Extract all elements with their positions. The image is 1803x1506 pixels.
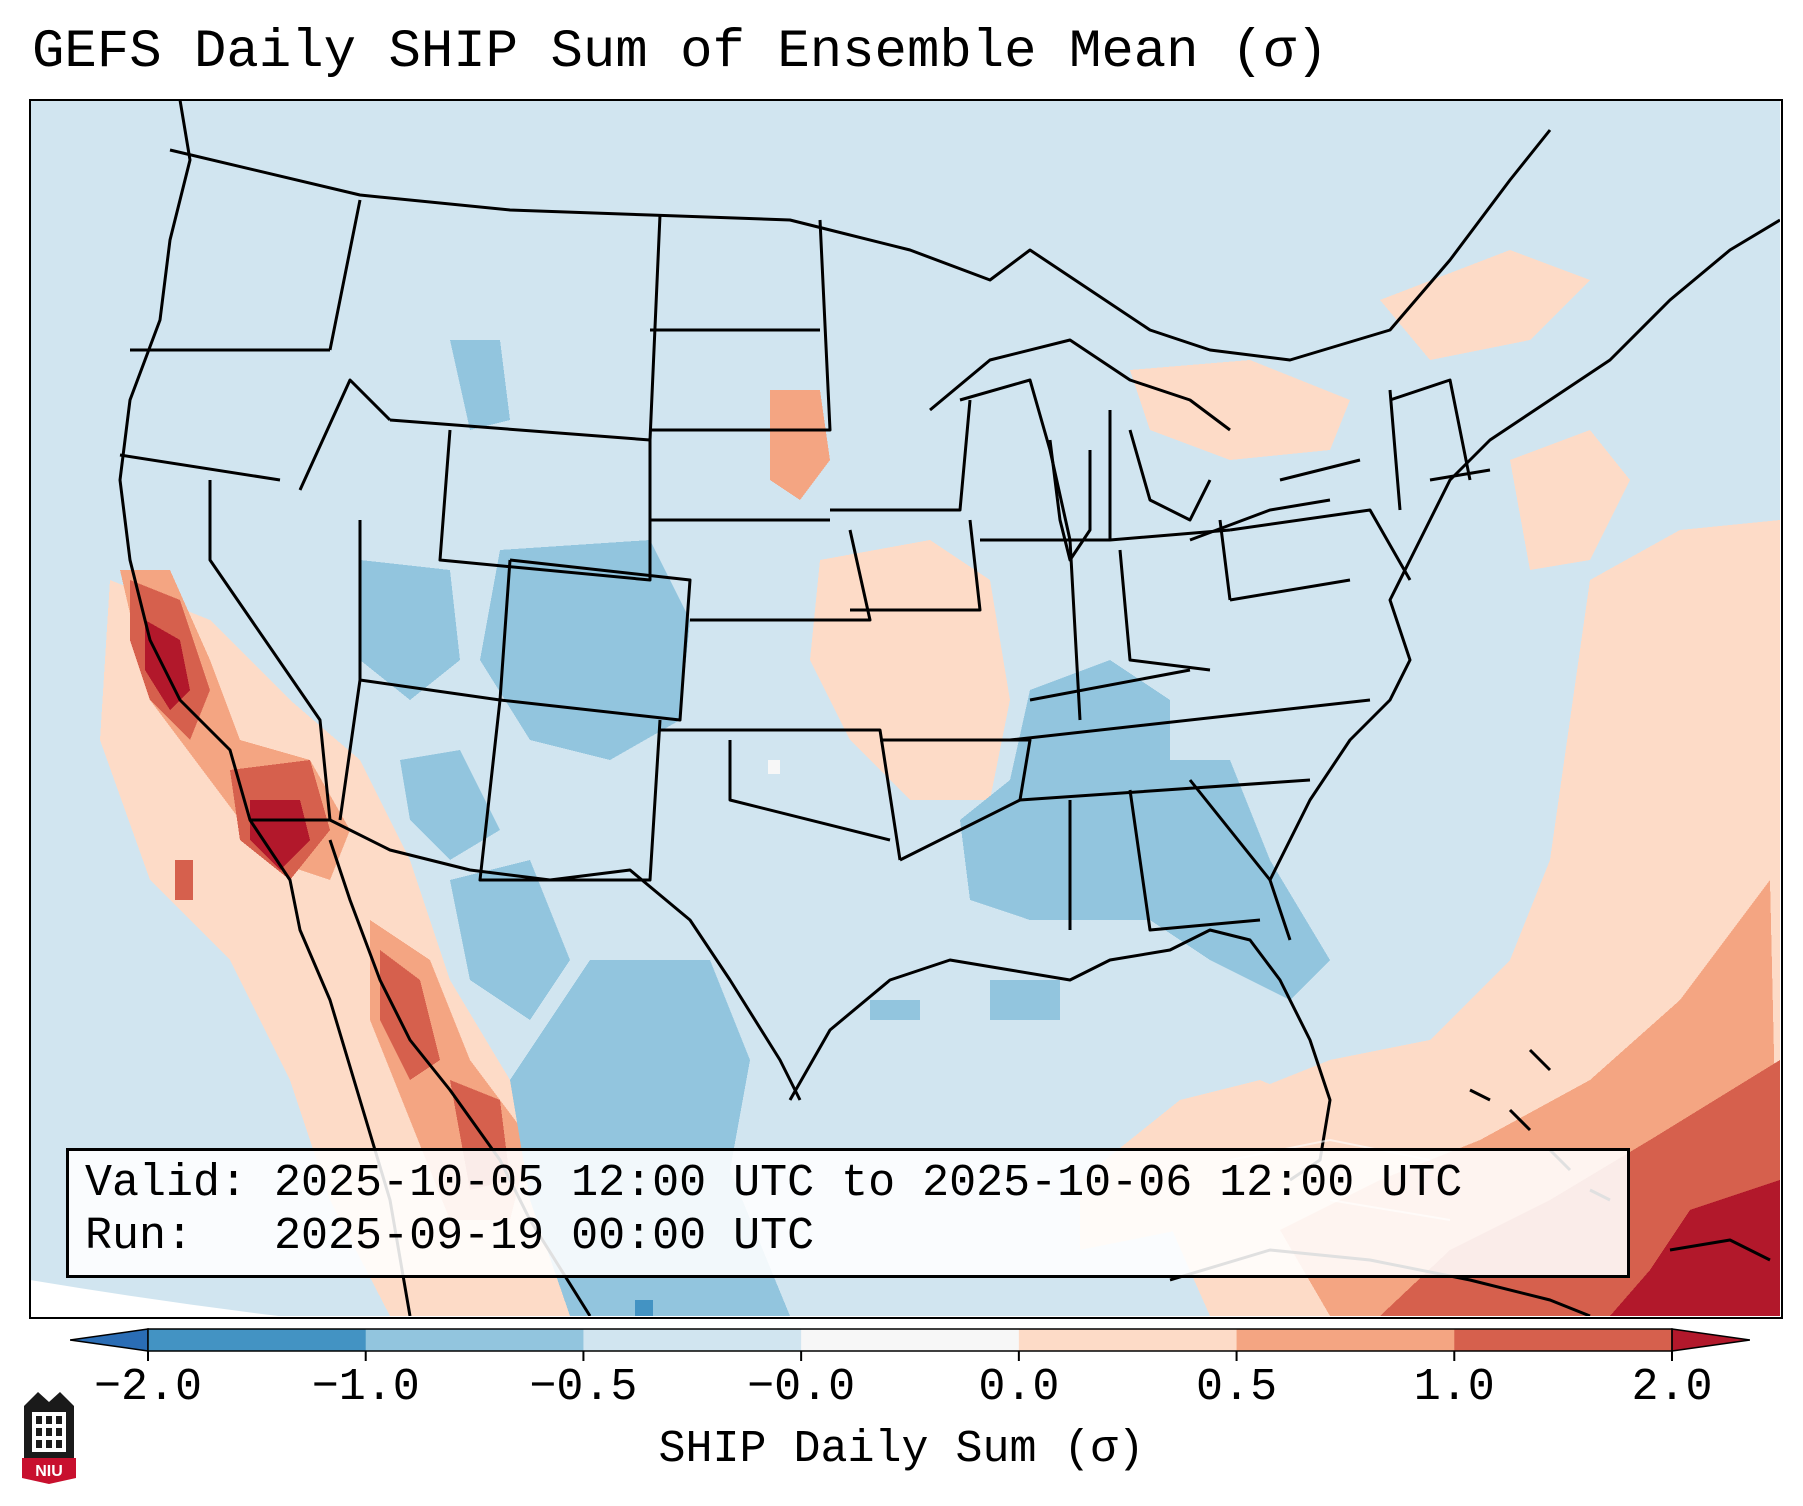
lake-erie-ontario (1189, 458, 1361, 542)
niu-logo: NIU (20, 1388, 78, 1484)
colorbar-tick-label: 2.0 (1631, 1362, 1713, 1413)
colorbar-tick-label: −1.0 (311, 1362, 420, 1413)
colorbar-bin (1236, 1329, 1455, 1351)
colorbar-ticks (147, 1351, 1673, 1361)
colorbar-tick-label: 1.0 (1413, 1362, 1495, 1413)
state-or-ca (119, 453, 281, 482)
canada-border (169, 129, 1552, 362)
logo-text: NIU (35, 1463, 63, 1480)
state-id (298, 199, 392, 491)
valid-value: 2025-10-05 12:00 UTC to 2025-10-06 12:00… (274, 1158, 1463, 1209)
state-az-nm (338, 679, 662, 882)
colorbar-bin (801, 1329, 1020, 1351)
california-extreme (145, 620, 190, 710)
state-wi-mi (959, 378, 1112, 541)
colorbar-label: SHIP Daily Sum (σ) (658, 1424, 1145, 1475)
arizona-extreme (250, 800, 310, 870)
map-title: GEFS Daily SHIP Sum of Ensemble Mean (σ) (32, 22, 1329, 83)
colorbar-bin (1454, 1329, 1673, 1351)
state-wy (438, 429, 652, 582)
colorbar-svg (69, 1328, 1751, 1361)
colorbar-outline (147, 1328, 1673, 1352)
colorbar-tick-label: −2.0 (93, 1362, 203, 1413)
colorbar-tick-label: 0.5 (1196, 1362, 1278, 1413)
colorbar-tick-label: −0.5 (529, 1362, 638, 1413)
colorbar-tick-label: 0.0 (978, 1362, 1060, 1413)
state-ne-ks (690, 529, 872, 622)
quebec-positive (1380, 250, 1590, 360)
dakota-positive (770, 390, 830, 500)
map-panel[interactable] (30, 100, 1780, 1316)
plains-positive (810, 540, 1010, 800)
colorbar-bin (1018, 1329, 1238, 1351)
state-mn-ia (830, 399, 982, 612)
colorbar-extend-high (1671, 1328, 1751, 1352)
tropics-dark-cell (635, 1300, 653, 1316)
state-ok-tx (660, 728, 902, 861)
colorbar-tick-label: −0.0 (747, 1362, 856, 1413)
state-pa-ny (1229, 389, 1412, 602)
southwest-negative (400, 750, 500, 860)
lake-huron (1128, 429, 1212, 522)
info-box: Valid: 2025-10-05 12:00 UTC to 2025-10-0… (66, 1148, 1630, 1278)
mexico-border (250, 818, 802, 1101)
state-newengland (1389, 378, 1491, 482)
hispaniola (1669, 1238, 1771, 1262)
colorbar-extend-low (69, 1328, 149, 1352)
colorbar-bin (365, 1329, 584, 1351)
state-nv (208, 480, 332, 821)
gulf-coast (788, 928, 1332, 1182)
utah-negative (360, 560, 460, 700)
state-il-in-oh (980, 519, 1232, 721)
colorbar (69, 1318, 1751, 1367)
mexico-negative (450, 860, 570, 1020)
lake-michigan (1048, 439, 1092, 562)
baja-strong (380, 950, 440, 1080)
colorbar-bin (583, 1329, 802, 1351)
gulf-negative-cell-2 (870, 1000, 920, 1020)
state-ut-co (358, 520, 512, 702)
map-svg (30, 100, 1780, 1316)
run-label: Run: (85, 1211, 194, 1262)
state-ky-tn (1009, 668, 1371, 742)
pacific-strong-cell (175, 860, 193, 900)
lakes-positive (1130, 360, 1350, 460)
southeast-negative (960, 660, 1330, 1000)
state-dakotas (650, 219, 832, 522)
state-mo-ar (880, 738, 1032, 862)
state-co-ks (499, 558, 692, 722)
wyoming-negative (450, 340, 510, 430)
caribbean-extreme (1610, 1180, 1780, 1316)
state-ms-al-ga (1019, 778, 1311, 932)
atlantic-coast (1268, 218, 1780, 941)
colorbar-swatches (69, 1328, 1751, 1352)
lake-superior (929, 338, 1231, 432)
pacific-coastline (118, 100, 412, 1316)
valid-label: Valid: (85, 1158, 248, 1209)
colorbar-bin (148, 1329, 367, 1351)
oklahoma-neutral-cell (768, 760, 780, 774)
gulf-negative-cell (990, 980, 1060, 1020)
run-value: 2025-09-19 00:00 UTC (274, 1211, 815, 1262)
northeast-positive (1510, 430, 1630, 570)
